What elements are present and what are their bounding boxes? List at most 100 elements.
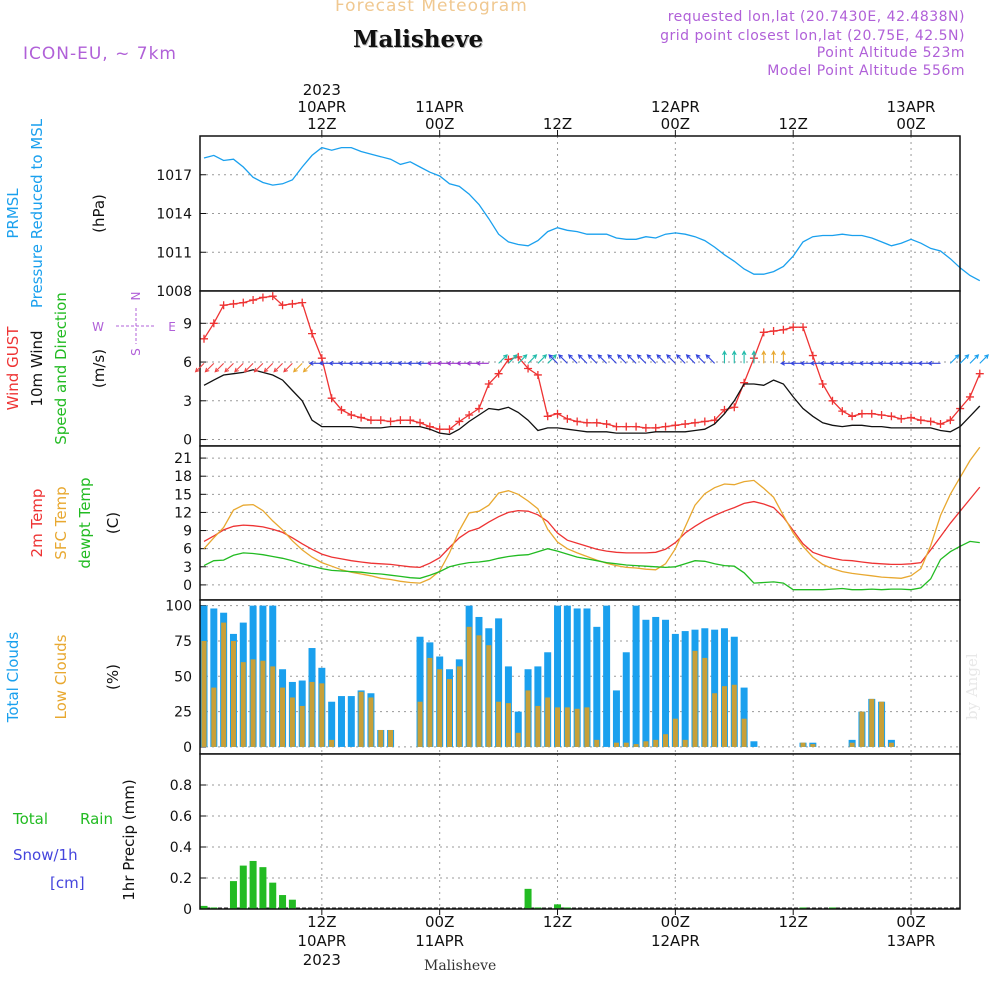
precip-ytick-label: 0.8	[170, 778, 192, 794]
gust-marker	[209, 319, 218, 328]
gust-marker	[504, 355, 513, 364]
rain-bar	[563, 907, 571, 909]
gust-marker	[298, 298, 307, 307]
wind-direction-arrow	[626, 354, 637, 364]
low-cloud-bar	[731, 684, 737, 747]
wind-direction-arrow	[527, 354, 538, 364]
rain-bar	[288, 899, 296, 909]
pressure-series-line	[203, 146, 981, 282]
wind-direction-arrow	[780, 350, 786, 364]
total-cloud-bar	[612, 690, 620, 747]
gust-marker	[828, 396, 837, 405]
low-cloud-bar	[250, 659, 256, 747]
gust-marker	[376, 416, 385, 425]
bottom-time-label: 12APR	[651, 932, 700, 950]
gust-marker	[249, 296, 258, 305]
total-cloud-bar	[328, 701, 336, 747]
temperature-ytick-label: 18	[174, 469, 192, 485]
wind-direction-arrow	[959, 354, 970, 364]
total-cloud-bar	[563, 605, 571, 747]
bottom-time-label: 10APR	[297, 932, 346, 950]
total-cloud-bar	[662, 619, 670, 747]
low-cloud-bar	[388, 729, 394, 747]
low-cloud-bar	[358, 691, 364, 747]
low-cloud-bar	[584, 707, 590, 747]
bottom-time-label: 12Z	[543, 913, 572, 931]
wind-direction-arrow	[722, 350, 727, 364]
gust-marker	[366, 416, 375, 425]
wind-direction-arrow	[508, 354, 518, 364]
gust-marker	[641, 423, 650, 432]
gust-marker	[789, 323, 798, 332]
low-cloud-bar	[613, 742, 619, 747]
wind-direction-arrow	[656, 354, 666, 364]
rain-bar	[279, 895, 287, 909]
low-cloud-bar	[623, 742, 629, 747]
rain-bar	[534, 907, 542, 909]
total-cloud-bar	[554, 605, 562, 747]
gust-marker	[867, 409, 876, 418]
temperature-ytick-label: 9	[183, 524, 192, 540]
wind-direction-arrow	[646, 354, 657, 364]
compass-east: E	[168, 320, 176, 334]
top-time-label: 13APR	[887, 98, 936, 116]
top-time-label: 10APR	[297, 98, 346, 116]
low-cloud-bar	[525, 690, 531, 747]
clouds-ytick-label: 50	[174, 669, 192, 685]
pressure-axis-label: Pressure Reduced to MSL	[28, 118, 46, 308]
wind-direction-arrow	[761, 350, 767, 364]
top-time-label: 11APR	[415, 98, 464, 116]
pressure-ytick-label: 1011	[156, 245, 192, 261]
low-cloud-bar	[869, 698, 875, 747]
wind-direction-arrow	[685, 354, 696, 364]
low-cloud-bar	[545, 697, 551, 747]
gust-marker	[445, 425, 454, 434]
wind-axis-label: Wind GUST	[4, 326, 22, 411]
precip-label-unit: [cm]	[50, 874, 85, 892]
top-time-label: 00Z	[425, 115, 454, 133]
low-cloud-bar	[230, 640, 236, 747]
clouds-axis-label: Total Clouds	[4, 632, 22, 724]
gust-marker	[563, 414, 572, 423]
total-cloud-bar	[337, 696, 345, 747]
total-cloud-bar	[750, 741, 758, 747]
wind-direction-arrow	[607, 354, 617, 364]
wind-direction-arrow	[587, 354, 598, 364]
wind-direction-arrow	[475, 360, 489, 366]
footer-location: Malisheve	[424, 958, 497, 974]
gust-marker	[582, 418, 591, 427]
precip-axis-label: 1hr Precip (mm)	[120, 779, 138, 900]
wind-ytick-label: 9	[183, 316, 192, 332]
temperature-ytick-label: 6	[183, 542, 192, 558]
top-time-label: 00Z	[661, 115, 690, 133]
gust-marker	[455, 417, 464, 426]
rain-bar	[799, 907, 807, 909]
wind-direction-arrow	[636, 354, 647, 364]
rain-bar	[229, 881, 237, 909]
temperature-axis-label: dewpt Temp	[76, 477, 94, 568]
gust-marker	[347, 411, 356, 419]
total-cloud-bar	[740, 687, 748, 747]
wind-direction-arrow	[194, 362, 205, 373]
gust-marker	[936, 420, 945, 429]
low-cloud-bar	[211, 687, 217, 747]
meteogram-title: Forecast Meteogram	[335, 0, 528, 16]
low-cloud-bar	[643, 741, 649, 747]
wind-direction-arrow	[577, 354, 588, 364]
top-time-label: 12Z	[307, 115, 336, 133]
gust-marker	[219, 301, 228, 310]
gust-marker	[700, 417, 709, 426]
gust-marker	[543, 412, 552, 421]
low-cloud-bar	[849, 742, 855, 747]
low-cloud-bar	[888, 742, 894, 747]
temperature-ytick-label: 3	[183, 560, 192, 576]
wind-direction-arrow	[214, 362, 225, 373]
low-cloud-bar	[201, 640, 207, 747]
wind-direction-arrow	[283, 362, 293, 373]
gust-marker	[416, 418, 425, 427]
low-cloud-bar	[427, 657, 433, 747]
wind-direction-arrow	[548, 354, 558, 364]
wind-direction-arrow	[204, 362, 215, 373]
gust-marker	[337, 405, 346, 414]
rain-bar	[554, 904, 562, 909]
